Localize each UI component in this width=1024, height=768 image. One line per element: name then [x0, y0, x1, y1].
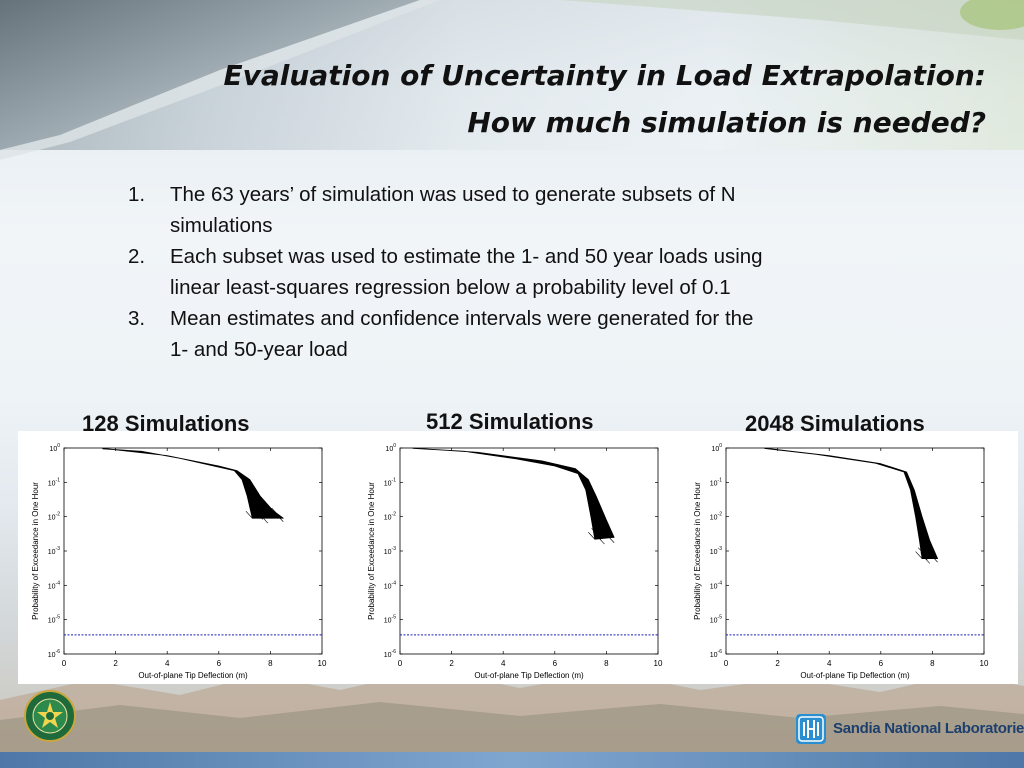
y-axis-label: Probability of Exceedance in One Hour — [31, 482, 40, 620]
x-tick-label: 10 — [654, 659, 663, 668]
bullet-text-line: 1- and 50-year load — [170, 338, 348, 361]
sandia-logo: Sandia National Laboratories — [796, 714, 1024, 748]
simulation-tail-strand — [271, 507, 279, 516]
x-tick-label: 6 — [879, 659, 884, 668]
y-tick-label: 10-6 — [710, 649, 722, 659]
bullet-text-line: simulations — [170, 214, 273, 237]
x-axis-label: Out-of-plane Tip Deflection (m) — [800, 671, 910, 680]
bullet-list: 1. The 63 years’ of simulation was used … — [128, 179, 928, 365]
simulation-tail-strand — [591, 528, 599, 536]
bottom-color-band — [0, 752, 1024, 768]
simulation-tail-strand — [930, 554, 938, 563]
bullet-number: 1. — [128, 183, 146, 206]
simulation-tail-strand — [601, 529, 608, 538]
simulation-tail-strand — [588, 532, 596, 540]
simulation-band — [764, 447, 938, 559]
y-tick-label: 10-4 — [384, 580, 396, 590]
y-tick-label: 100 — [49, 443, 60, 453]
y-tick-label: 10-6 — [384, 649, 396, 659]
sandia-thunderbird-icon — [796, 714, 826, 744]
plot-area — [399, 447, 659, 655]
y-tick-label: 10-2 — [710, 512, 722, 522]
y-tick-label: 10-3 — [48, 546, 60, 556]
chart-title-512: 512 Simulations — [426, 409, 594, 434]
bullet-item: 1. The 63 years’ of simulation was used … — [128, 179, 928, 241]
simulation-tail-strand — [923, 556, 931, 564]
simulation-tail-strand — [917, 547, 925, 555]
slide-title: Evaluation of Uncertainty in Load Extrap… — [224, 52, 986, 146]
bullet-text-line: linear least-squares regression below a … — [170, 276, 731, 299]
x-tick-label: 10 — [318, 659, 327, 668]
chart-title-2048: 2048 Simulations — [745, 411, 925, 436]
simulation-tail-strand — [250, 507, 258, 515]
y-tick-label: 10-4 — [48, 580, 60, 590]
bullet-number: 3. — [128, 307, 146, 330]
x-tick-label: 4 — [165, 659, 170, 668]
y-tick-label: 10-6 — [48, 649, 60, 659]
chart-2048-simulations: 0 2 4 6 8 10 100 10-1 10-2 10-3 10-4 10-5 10-6 Out-of… — [693, 443, 989, 680]
x-tick-label: 8 — [268, 659, 273, 668]
x-tick-label: 4 — [827, 659, 832, 668]
aircraft-wing-image — [0, 0, 1024, 160]
x-tick-label: 4 — [501, 659, 506, 668]
sandia-logo-text: Sandia National Laboratories — [833, 720, 1024, 737]
y-axis-label: Probability of Exceedance in One Hour — [693, 482, 702, 620]
y-tick-label: 10-2 — [384, 512, 396, 522]
y-tick-label: 10-5 — [384, 615, 396, 625]
x-tick-label: 0 — [62, 659, 67, 668]
doe-seal-icon — [24, 690, 76, 742]
bullet-text-line: Mean estimates and confidence intervals … — [170, 307, 754, 330]
chart-128-simulations: 0 2 4 6 8 10 100 10-1 10-2 10-3 10-4 10-5 10-6 Out-of… — [31, 443, 327, 680]
simulation-tail-strand — [915, 551, 923, 559]
simulation-tail-strand — [597, 536, 605, 545]
y-tick-label: 100 — [711, 443, 722, 453]
chart-512-simulations: 0 2 4 6 8 10 100 10-1 10-2 10-3 10-4 10-5 10-6 Out-of… — [367, 443, 663, 680]
x-tick-label: 0 — [724, 659, 729, 668]
x-tick-label: 2 — [449, 659, 454, 668]
y-axis-label: Probability of Exceedance in One Hour — [367, 482, 376, 620]
simulation-tail-strand — [255, 512, 263, 520]
x-tick-label: 0 — [398, 659, 403, 668]
x-tick-label: 2 — [113, 659, 118, 668]
y-tick-label: 10-4 — [710, 580, 722, 590]
x-tick-label: 6 — [217, 659, 222, 668]
title-line-2: How much simulation is needed? — [467, 106, 986, 139]
simulation-tail-strand — [276, 514, 284, 522]
x-tick-label: 6 — [553, 659, 558, 668]
simulation-tail-strand — [245, 511, 253, 519]
simulation-tail-strand — [928, 548, 936, 556]
x-tick-label: 8 — [930, 659, 935, 668]
simulation-tail-strand — [604, 528, 612, 537]
y-tick-label: 10-5 — [48, 615, 60, 625]
simulation-tail-strand — [261, 515, 269, 524]
x-tick-label: 10 — [980, 659, 989, 668]
plot-area — [725, 447, 985, 655]
x-axis-label: Out-of-plane Tip Deflection (m) — [138, 671, 248, 680]
plot-area — [63, 447, 323, 655]
y-tick-label: 10-3 — [710, 546, 722, 556]
y-tick-label: 10-3 — [384, 546, 396, 556]
simulation-tail-strand — [607, 535, 615, 543]
simulation-tail-strand — [266, 508, 274, 517]
y-tick-label: 10-1 — [710, 477, 722, 487]
chart-title-128: 128 Simulations — [82, 411, 250, 436]
bullet-item: 2. Each subset was used to estimate the … — [128, 241, 928, 303]
y-tick-label: 10-2 — [48, 512, 60, 522]
y-tick-label: 10-5 — [710, 615, 722, 625]
y-tick-label: 100 — [385, 443, 396, 453]
x-axis-label: Out-of-plane Tip Deflection (m) — [474, 671, 584, 680]
bullet-text-line: The 63 years’ of simulation was used to … — [170, 183, 736, 206]
title-line-1: Evaluation of Uncertainty in Load Extrap… — [223, 59, 986, 92]
bullet-text-line: Each subset was used to estimate the 1- … — [170, 245, 763, 268]
bullet-number: 2. — [128, 245, 146, 268]
simulation-tail-strand — [920, 552, 928, 561]
x-tick-label: 2 — [775, 659, 780, 668]
y-tick-label: 10-1 — [48, 477, 60, 487]
mountain-landscape-image — [0, 670, 1024, 755]
y-tick-label: 10-1 — [384, 477, 396, 487]
x-tick-label: 8 — [604, 659, 609, 668]
bullet-item: 3. Mean estimates and confidence interva… — [128, 303, 928, 365]
